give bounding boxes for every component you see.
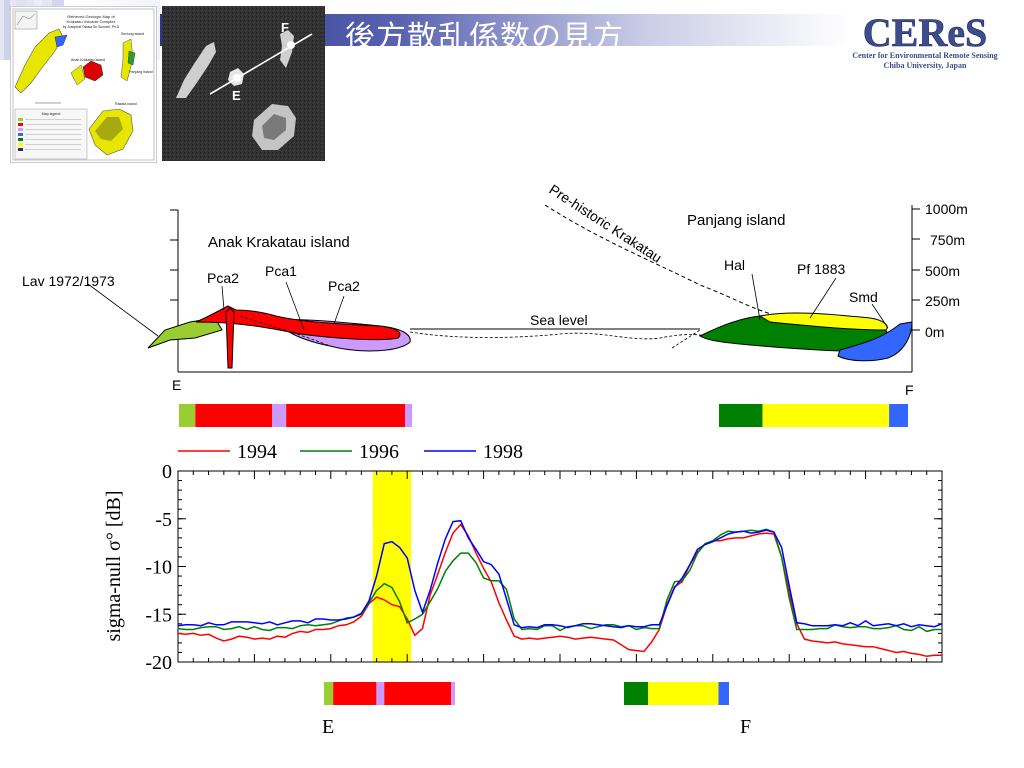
label-pca1: Pca1	[265, 263, 297, 279]
y-tick-label: -20	[145, 652, 172, 674]
point-e-marker	[233, 74, 241, 82]
label-sea-level: Sea level	[530, 312, 588, 328]
geomap-label-panjang: Panjang island	[129, 70, 153, 74]
anak-krakatau-shape	[82, 60, 104, 82]
x-label-f: F	[740, 716, 751, 738]
geomap-title-3: by Josephat Tabata Sri Sumarti, Ph.D	[63, 25, 120, 29]
series-lines	[177, 519, 943, 658]
backscatter-chart: 1994 1996 1998 0 -5 -10 -15 -20 sigma-null σ…	[103, 441, 943, 738]
satellite-image: E F	[162, 6, 325, 161]
prehistoric-outline	[544, 204, 801, 321]
elev-750: 750m	[930, 232, 965, 248]
label-hal: Hal	[724, 257, 745, 273]
strip-top-segment-lav	[179, 404, 196, 427]
legend-label-1996: 1996	[359, 441, 399, 463]
series-line-1994	[177, 523, 942, 658]
series-line-1998	[177, 519, 943, 629]
y-axis-label: sigma-null σ° [dB]	[103, 491, 125, 642]
strip-top-segment-smd	[889, 404, 908, 427]
strip-top-segment-pca1	[195, 404, 273, 427]
label-pca2-left: Pca2	[207, 270, 239, 286]
geomap-title-1: Retrieved Geologic Map of	[67, 14, 115, 19]
left-axis-ticks	[170, 209, 178, 331]
strip-bottom-segment-hal	[624, 682, 649, 705]
geomap-label-rakata: Rakata island	[115, 102, 137, 106]
strip-bottom-segment-smd	[718, 682, 729, 705]
series-line-1996	[177, 528, 942, 633]
label-lav: Lav 1972/1973	[22, 273, 115, 289]
strip-bottom-segment-pf	[648, 682, 719, 705]
transect-line	[209, 33, 313, 95]
label-pf: Pf 1883	[797, 261, 845, 277]
chart-legend: 1994 1996 1998	[178, 441, 523, 463]
label-e-section: E	[172, 377, 181, 393]
point-f-label: F	[281, 20, 289, 35]
elev-250: 250m	[925, 293, 960, 309]
unit-strip-bottom-left	[324, 682, 455, 705]
strip-bottom-segment-lav	[324, 682, 334, 705]
unit-strip-top-left	[179, 404, 412, 427]
strip-bottom-segment-pca2	[376, 682, 385, 705]
label-smd: Smd	[849, 289, 878, 305]
elev-0: 0m	[925, 324, 944, 340]
label-pca2-right: Pca2	[328, 278, 360, 294]
geomap-legend-swatches	[18, 118, 81, 151]
conduit	[225, 307, 235, 369]
label-f-section: F	[905, 382, 914, 398]
geomap-legend-title: Map legend	[42, 112, 61, 116]
lav-unit	[147, 317, 223, 349]
geomap-legend	[14, 108, 88, 160]
unit-strip-bottom-right	[624, 682, 729, 705]
sat-island-rakata	[176, 42, 216, 98]
y-tick-label: 0	[162, 461, 172, 483]
elev-500: 500m	[925, 263, 960, 279]
elev-1000: 1000m	[925, 201, 968, 217]
strip-top-segment-pca2	[272, 404, 287, 427]
smd-unit	[837, 321, 913, 362]
y-tick-labels: 0 -5 -10 -15 -20	[145, 461, 172, 674]
geomap-label-sertung: Sertung island	[121, 32, 144, 36]
page-title: 後方散乱係数の見方	[345, 20, 624, 55]
strip-bottom-segment-pca1	[333, 682, 377, 705]
geomap-title-2: Krakatau Volcanic Complex	[67, 19, 116, 24]
x-ticks	[177, 471, 943, 662]
label-anak: Anak Krakatau island	[208, 234, 350, 251]
logo-line1: Center for Environmental Remote Sensing	[852, 51, 997, 60]
legend-label-1994: 1994	[237, 441, 277, 463]
strip-top-segment-pca1	[286, 404, 406, 427]
x-label-e: E	[322, 716, 334, 738]
strip-bottom-segment-pca1	[384, 682, 452, 705]
right-axis-ticks	[912, 208, 920, 331]
y-tick-label: -10	[145, 557, 172, 579]
strip-top-segment-hal	[719, 404, 763, 427]
ceres-logo: CEReS Center for Environmental Remote Se…	[852, 10, 997, 70]
seafloor-dashed	[409, 331, 721, 341]
label-panjang: Panjang island	[687, 212, 785, 229]
label-prehistoric: Pre-historic Krakatau	[546, 181, 664, 266]
cross-section-diagram: 1000m 750m 500m 250m 0m Lav 1972/1973 An…	[22, 181, 968, 427]
pca1-unit	[195, 305, 401, 341]
strip-top-segment-pf	[762, 404, 890, 427]
logo-line2: Chiba University, Japan	[884, 61, 967, 70]
logo-wordmark: CEReS	[863, 10, 987, 55]
point-f-marker	[287, 41, 295, 49]
strip-bottom-segment-pca2	[451, 682, 455, 705]
legend-label-1998: 1998	[483, 441, 523, 463]
geologic-map-thumbnail: Retrieved Geologic Map of Krakatau Volca…	[10, 6, 157, 163]
unit-strip-top-right	[719, 404, 908, 427]
geomap-label-anak: Anak Krakatau island	[71, 58, 105, 62]
point-e-label: E	[232, 88, 241, 103]
y-tick-label: -5	[155, 509, 172, 531]
y-tick-label: -15	[145, 604, 172, 626]
strip-top-segment-pca2	[405, 404, 412, 427]
